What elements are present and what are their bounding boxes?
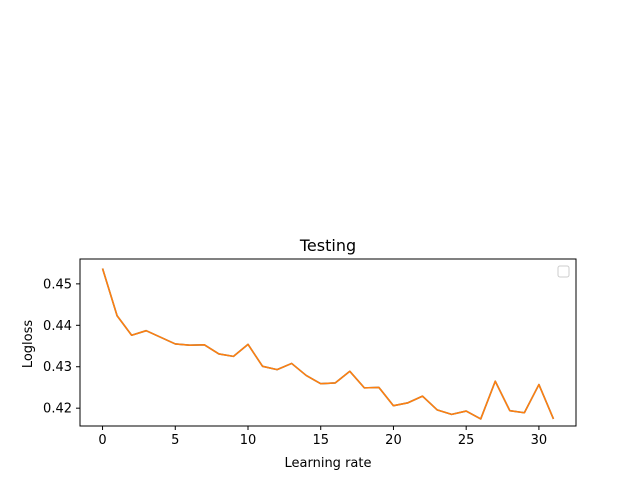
- legend: [557, 265, 570, 278]
- x-tick-label: 25: [458, 433, 475, 448]
- plot-area: [101, 268, 555, 420]
- series-line-1: [101, 268, 555, 420]
- x-axis-ticks: 0 5 10 15 20 25 30: [98, 426, 547, 448]
- y-tick-label: 0.43: [43, 360, 72, 375]
- plot-frame: [79, 258, 577, 427]
- chart-title: Testing: [299, 236, 356, 255]
- y-axis-ticks: 0.42 0.43 0.44 0.45: [43, 277, 80, 417]
- legend-box: [557, 265, 570, 278]
- y-tick-label: 0.42: [43, 402, 72, 417]
- series-line-0: [101, 268, 555, 420]
- x-tick-label: 0: [98, 433, 106, 448]
- y-axis-label: Logloss: [21, 320, 36, 369]
- x-tick-label: 20: [385, 433, 402, 448]
- y-tick-label: 0.44: [43, 319, 72, 334]
- x-tick-label: 15: [312, 433, 329, 448]
- x-tick-label: 5: [171, 433, 179, 448]
- x-tick-label: 30: [531, 433, 548, 448]
- x-tick-label: 10: [240, 433, 257, 448]
- y-tick-label: 0.45: [43, 277, 72, 292]
- x-axis-label: Learning rate: [285, 456, 372, 471]
